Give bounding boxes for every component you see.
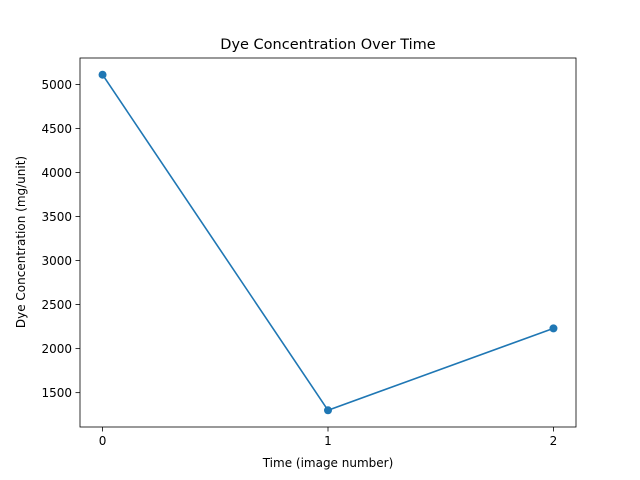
x-tick-label: 2 (550, 434, 558, 448)
y-tick-label: 2500 (41, 298, 72, 312)
y-tick-label: 4000 (41, 166, 72, 180)
series-layer (98, 70, 558, 415)
x-tick-label: 1 (324, 434, 332, 448)
x-axis: 0 1 2 (99, 427, 558, 448)
data-point (324, 406, 332, 415)
y-tick-label: 5000 (41, 78, 72, 92)
y-tick-label: 1500 (41, 386, 72, 400)
y-tick-label: 3500 (41, 210, 72, 224)
data-point (98, 70, 107, 79)
chart-title: Dye Concentration Over Time (220, 37, 436, 53)
x-tick-label: 0 (99, 434, 107, 448)
y-axis-label: Dye Concentration (mg/unit) (14, 156, 28, 328)
y-tick-label: 4500 (41, 122, 72, 136)
y-tick-label: 3000 (41, 254, 72, 268)
y-tick-label: 2000 (41, 342, 72, 356)
data-point (549, 324, 558, 333)
plot-area (79, 57, 577, 428)
x-axis-label: Time (image number) (262, 456, 394, 470)
y-axis: 1500 2000 2500 3000 3500 4000 4500 5000 (41, 78, 80, 400)
plot-frame (79, 57, 577, 428)
